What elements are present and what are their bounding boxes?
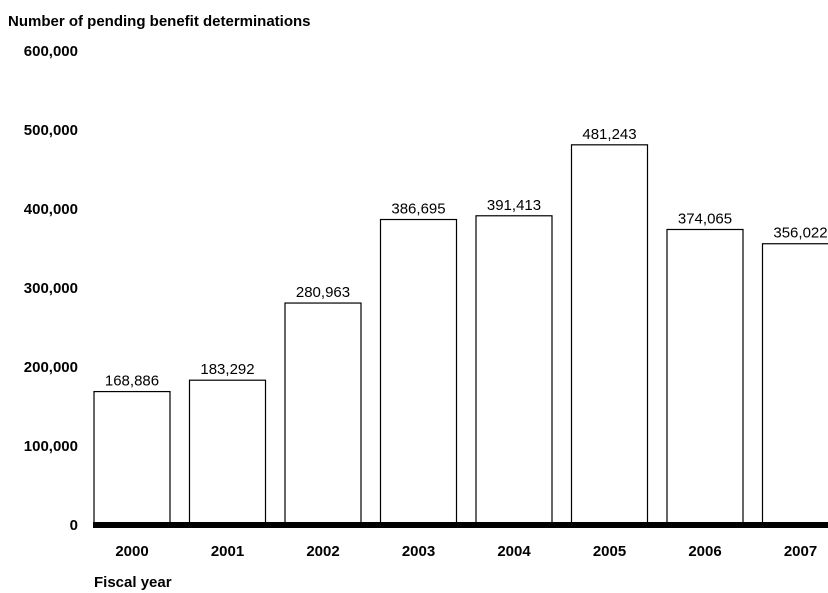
x-tick-label: 2002 (306, 543, 339, 560)
y-tick-label: 600,000 (24, 43, 78, 60)
x-tick-label: 2001 (211, 543, 244, 560)
x-axis-baseline (93, 522, 828, 528)
x-tick-label: 2006 (688, 543, 721, 560)
data-label-2000: 168,886 (105, 373, 159, 390)
bars (93, 144, 828, 526)
y-tick-label: 500,000 (24, 122, 78, 139)
bar-2005 (570, 144, 649, 526)
data-labels: 168,886 183,292 280,963 386,695 391,413 481,2… (105, 126, 828, 390)
data-label-2001: 183,292 (200, 361, 254, 378)
bar-2007 (761, 243, 828, 526)
data-label-2003: 386,695 (391, 201, 445, 218)
y-tick-label: 400,000 (24, 201, 78, 218)
data-label-2006: 374,065 (678, 210, 732, 227)
data-label-2007: 356,022 (773, 225, 827, 242)
bar-2003 (379, 218, 458, 526)
data-label-2002: 280,963 (296, 284, 350, 301)
x-tick-label: 2000 (115, 543, 148, 560)
y-axis-title: Number of pending benefit determinations (8, 13, 311, 30)
y-tick-label: 0 (70, 517, 78, 534)
y-tick-label: 200,000 (24, 359, 78, 376)
data-label-2005: 481,243 (582, 126, 636, 143)
x-axis-ticks: 2000 2001 2002 2003 2004 2005 2006 2007 (115, 543, 817, 560)
bar-2000 (93, 390, 171, 526)
x-tick-label: 2004 (497, 543, 531, 560)
y-axis-ticks: 0 100,000 200,000 300,000 400,000 500,000 600,… (24, 43, 78, 534)
x-tick-label: 2005 (593, 543, 626, 560)
bar-2002 (284, 302, 362, 526)
y-tick-label: 100,000 (24, 438, 78, 455)
x-axis-title: Fiscal year (94, 574, 172, 591)
x-tick-label: 2003 (402, 543, 435, 560)
x-tick-label: 2007 (784, 543, 817, 560)
data-label-2004: 391,413 (487, 197, 541, 214)
bar-2001 (188, 379, 267, 526)
bar-2004 (475, 215, 553, 526)
bar-2006 (666, 228, 744, 526)
y-tick-label: 300,000 (24, 280, 78, 297)
